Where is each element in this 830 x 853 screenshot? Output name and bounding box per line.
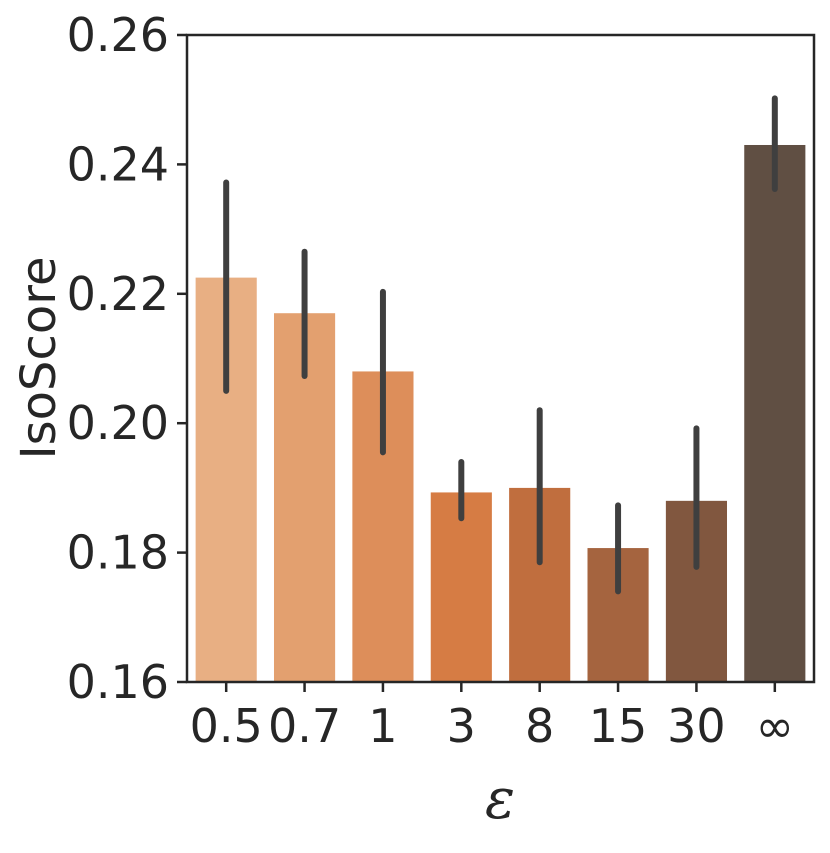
bar-7 xyxy=(744,144,806,683)
bars-group xyxy=(195,144,806,683)
x-axis: 0.5 0.7 1 3 8 15 30 ∞ xyxy=(190,682,794,753)
x-tick-label-2: 1 xyxy=(368,699,397,753)
y-tick-label-0: 0.16 xyxy=(67,655,169,709)
y-tick-label-2: 0.20 xyxy=(67,396,169,450)
x-tick-label-1: 0.7 xyxy=(268,699,341,753)
x-tick-label-7: ∞ xyxy=(756,699,794,753)
y-axis: 0.16 0.18 0.20 0.22 0.24 0.26 xyxy=(67,8,187,709)
x-axis-label: ε xyxy=(485,767,515,832)
y-tick-label-5: 0.26 xyxy=(67,8,169,62)
bar-3 xyxy=(430,492,492,682)
x-tick-label-3: 3 xyxy=(447,699,476,753)
error-bars-group xyxy=(223,95,778,595)
x-tick-label-6: 30 xyxy=(667,699,726,753)
x-tick-label-5: 15 xyxy=(589,699,648,753)
y-tick-label-4: 0.24 xyxy=(67,137,169,191)
x-tick-label-0: 0.5 xyxy=(190,699,263,753)
y-axis-label: IsoScore xyxy=(11,257,67,460)
y-tick-label-1: 0.18 xyxy=(67,526,169,580)
y-tick-label-3: 0.22 xyxy=(67,267,169,321)
x-tick-label-4: 8 xyxy=(525,699,554,753)
plot-frame xyxy=(185,33,816,684)
